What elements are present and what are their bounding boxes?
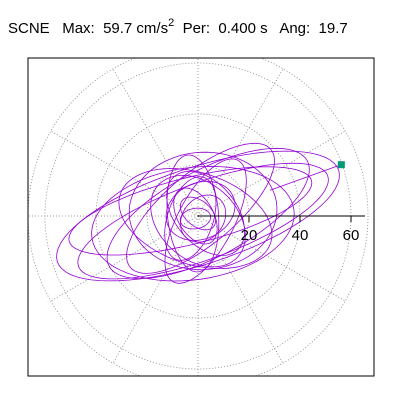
grid-spoke-60 bbox=[197, 68, 284, 217]
period-label: Per: bbox=[182, 20, 211, 37]
grid-spoke-120 bbox=[112, 68, 199, 217]
orbit-loop-15 bbox=[180, 194, 227, 243]
orbit-loop-10 bbox=[150, 174, 246, 268]
orbit-loop-16 bbox=[179, 196, 217, 231]
orbit-loop-11 bbox=[166, 171, 246, 256]
radial-tick-label-20: 20 bbox=[241, 227, 258, 244]
angle-value: 19.7 bbox=[318, 20, 348, 37]
grid-spoke-210 bbox=[50, 215, 199, 302]
grid-spoke-330 bbox=[197, 215, 346, 302]
orbit-loop-12 bbox=[164, 176, 217, 261]
orbit-loop-8 bbox=[128, 151, 278, 271]
grid-circle-outer bbox=[28, 58, 369, 376]
grid-spoke-300 bbox=[197, 215, 284, 364]
period-value: 0.400 s bbox=[218, 20, 268, 37]
grid-spoke-240 bbox=[112, 215, 199, 364]
max-label: Max: bbox=[62, 20, 95, 37]
plot-frame bbox=[27, 57, 375, 377]
max-unit-exponent: 2 bbox=[168, 17, 175, 29]
orbit-loop-5 bbox=[126, 142, 275, 274]
chart-header: SCNE Max: 59.7 cm/s2 Per: 0.400 s Ang: 1… bbox=[8, 17, 348, 37]
orbit-loop-14 bbox=[173, 187, 218, 245]
orbit-trajectory bbox=[56, 142, 340, 284]
max-value: 59.7 cm/s bbox=[103, 20, 169, 37]
peak-trace-segment bbox=[269, 164, 342, 191]
orbit-loop-13 bbox=[165, 180, 236, 241]
orbit-loop-4 bbox=[91, 165, 295, 282]
orbit-loop-17 bbox=[179, 207, 212, 230]
radial-tick-label-60: 60 bbox=[343, 227, 360, 244]
orbit-loop-0 bbox=[77, 162, 329, 280]
station-label: SCNE bbox=[8, 20, 50, 37]
max-point-marker bbox=[337, 161, 345, 169]
grid-spoke-150 bbox=[50, 130, 199, 217]
radial-tick-label-40: 40 bbox=[292, 227, 309, 244]
angle-label: Ang: bbox=[279, 20, 311, 37]
orbit-loop-1 bbox=[56, 150, 340, 282]
orbit-loop-7 bbox=[164, 158, 247, 284]
